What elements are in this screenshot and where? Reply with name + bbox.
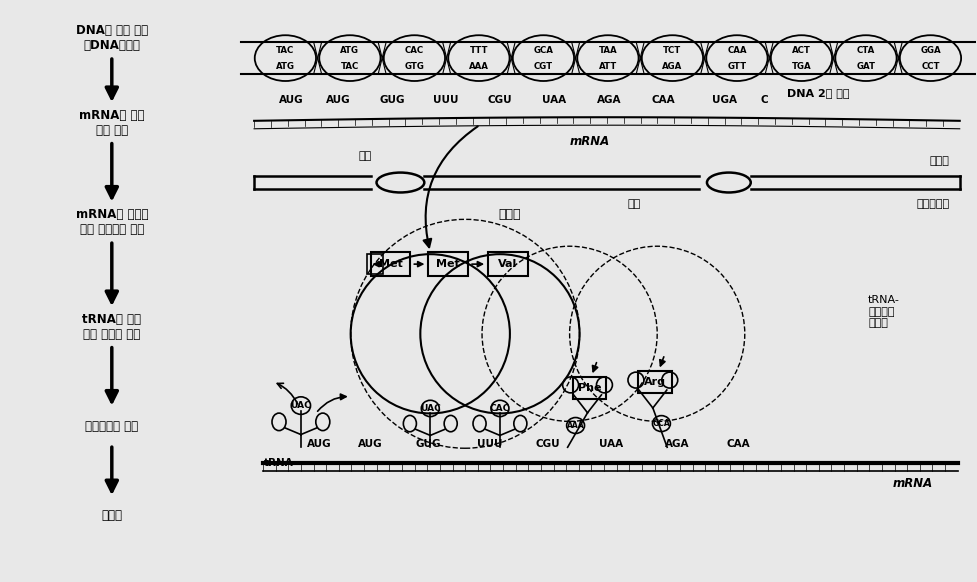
Text: Arg: Arg bbox=[643, 377, 665, 387]
Text: AGA: AGA bbox=[597, 95, 621, 105]
Text: GAT: GAT bbox=[856, 62, 874, 70]
Text: CAC: CAC bbox=[404, 45, 424, 55]
Text: CGT: CGT bbox=[533, 62, 552, 70]
Text: DNA의 유전 정보
（DNA코드）: DNA의 유전 정보 （DNA코드） bbox=[75, 24, 148, 52]
Text: DNA 2중 나선: DNA 2중 나선 bbox=[786, 88, 849, 98]
Text: UUU: UUU bbox=[477, 439, 502, 449]
Text: TAC: TAC bbox=[276, 45, 294, 55]
Text: TAC: TAC bbox=[340, 62, 359, 70]
Text: Met: Met bbox=[436, 259, 459, 269]
Text: 〈세포질〉: 〈세포질〉 bbox=[915, 200, 949, 210]
Text: GCA: GCA bbox=[652, 419, 669, 428]
Text: UUU: UUU bbox=[433, 95, 458, 105]
Text: GTT: GTT bbox=[727, 62, 745, 70]
Text: CGU: CGU bbox=[534, 439, 560, 449]
Text: 핵막: 핵막 bbox=[627, 200, 640, 210]
Text: UAC: UAC bbox=[419, 404, 441, 413]
Text: Phe: Phe bbox=[577, 383, 601, 393]
Text: CAC: CAC bbox=[489, 404, 510, 413]
Text: Met: Met bbox=[378, 259, 402, 269]
Text: CCT: CCT bbox=[920, 62, 939, 70]
Text: TGA: TGA bbox=[790, 62, 811, 70]
Text: GCA: GCA bbox=[532, 45, 553, 55]
Text: AUG: AUG bbox=[278, 95, 303, 105]
Text: 리보솜: 리보솜 bbox=[498, 208, 521, 221]
Text: AGA: AGA bbox=[664, 439, 689, 449]
Text: 단백질: 단백질 bbox=[102, 509, 122, 523]
Text: TCT: TCT bbox=[662, 45, 681, 55]
Text: TTT: TTT bbox=[469, 45, 488, 55]
Text: UGA: UGA bbox=[711, 95, 737, 105]
Text: tRNA에 의한
유전 정보의 해독: tRNA에 의한 유전 정보의 해독 bbox=[82, 313, 141, 341]
Text: mRNA: mRNA bbox=[569, 135, 609, 148]
Text: GTG: GTG bbox=[404, 62, 424, 70]
Text: mRNA: mRNA bbox=[892, 477, 932, 489]
Text: AAA: AAA bbox=[469, 62, 488, 70]
Text: mRNA로 유전
정보 전사: mRNA로 유전 정보 전사 bbox=[79, 109, 145, 137]
Text: ATG: ATG bbox=[340, 45, 359, 55]
Text: TAA: TAA bbox=[598, 45, 616, 55]
Text: Val: Val bbox=[497, 259, 517, 269]
Text: ACT: ACT bbox=[791, 45, 810, 55]
Text: UAA: UAA bbox=[599, 439, 623, 449]
Text: 폴리펩티드 사슬: 폴리펩티드 사슬 bbox=[85, 420, 138, 433]
Text: mRNA가 핵공을
통해 세포질로 이동: mRNA가 핵공을 통해 세포질로 이동 bbox=[75, 208, 148, 236]
Text: tRNA: tRNA bbox=[264, 458, 293, 468]
Text: CTA: CTA bbox=[856, 45, 874, 55]
Text: tRNA-
아미노산
복합체: tRNA- 아미노산 복합체 bbox=[868, 295, 899, 328]
Text: AUG: AUG bbox=[358, 439, 382, 449]
Text: AUG: AUG bbox=[306, 439, 331, 449]
Text: 〈핵〉: 〈핵〉 bbox=[929, 155, 949, 166]
Text: AUG: AUG bbox=[326, 95, 351, 105]
Text: AAA: AAA bbox=[567, 421, 584, 430]
Text: C: C bbox=[760, 95, 768, 105]
Text: GUG: GUG bbox=[415, 439, 441, 449]
Text: UAC: UAC bbox=[290, 401, 311, 410]
Text: CAA: CAA bbox=[726, 439, 749, 449]
Text: CGU: CGU bbox=[488, 95, 512, 105]
Text: UAA: UAA bbox=[541, 95, 565, 105]
Text: GUG: GUG bbox=[379, 95, 404, 105]
Text: ATG: ATG bbox=[276, 62, 295, 70]
Text: ATT: ATT bbox=[598, 62, 616, 70]
Text: CAA: CAA bbox=[651, 95, 674, 105]
Text: CAA: CAA bbox=[727, 45, 745, 55]
Text: GGA: GGA bbox=[919, 45, 940, 55]
Text: AGA: AGA bbox=[661, 62, 682, 70]
Text: 핵공: 핵공 bbox=[359, 151, 372, 161]
